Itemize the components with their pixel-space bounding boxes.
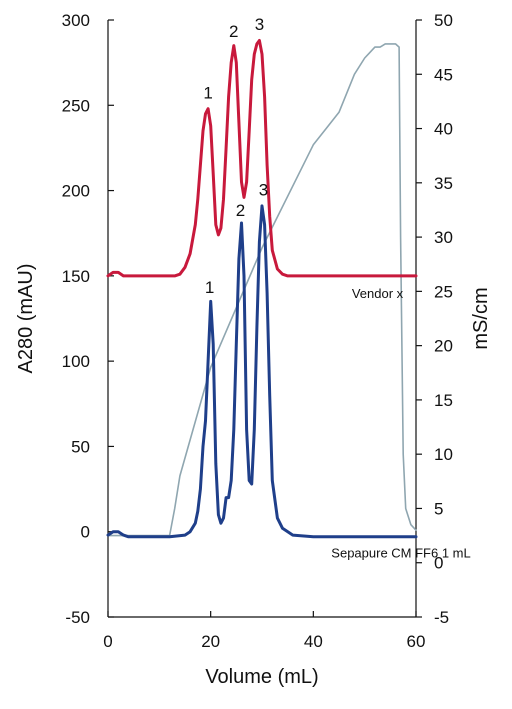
y-tick-label: 300 <box>62 11 90 30</box>
axes <box>107 20 417 618</box>
y2-tick-label: 45 <box>434 65 453 84</box>
peak-label: 2 <box>229 22 238 41</box>
x-tick-label: 60 <box>407 632 426 651</box>
y-tick-label: 150 <box>62 267 90 286</box>
series-line-0 <box>106 39 418 278</box>
x-tick-label: 40 <box>304 632 323 651</box>
y2-tick-label: 5 <box>434 499 443 518</box>
y2-tick-label: 25 <box>434 282 453 301</box>
y2-tick-label: 30 <box>434 228 453 247</box>
y-axis-title: A280 (mAU) <box>15 263 37 373</box>
y-tick-label: -50 <box>65 608 90 627</box>
y2-tick-label: 0 <box>434 554 443 573</box>
y-tick-label: 0 <box>81 523 90 542</box>
peak-label: 3 <box>259 181 268 200</box>
peak-label: 1 <box>203 83 212 102</box>
series-line-1 <box>106 204 418 539</box>
y2-tick-label: 35 <box>434 174 453 193</box>
y2-tick-label: 40 <box>434 120 453 139</box>
y2-tick-label: 20 <box>434 337 453 356</box>
peak-label: 2 <box>236 201 245 220</box>
y2-axis-title: mS/cm <box>470 287 492 349</box>
y2-tick-label: -5 <box>434 608 449 627</box>
ticks: -50050100150200250300-505101520253035404… <box>62 11 453 651</box>
y2-tick-label: 10 <box>434 445 453 464</box>
x-axis-title: Volume (mL) <box>205 666 318 688</box>
series-annotation: Vendor x <box>352 286 404 301</box>
y-tick-label: 100 <box>62 352 90 371</box>
y2-tick-label: 15 <box>434 391 453 410</box>
x-tick-label: 0 <box>103 632 112 651</box>
peak-label: 3 <box>255 15 264 34</box>
x-tick-label: 20 <box>201 632 220 651</box>
y-tick-label: 50 <box>71 437 90 456</box>
series-lines <box>106 39 418 539</box>
y-tick-label: 200 <box>62 182 90 201</box>
peak-label: 1 <box>205 278 214 297</box>
y-tick-label: 250 <box>62 96 90 115</box>
y2-tick-label: 50 <box>434 11 453 30</box>
series-annotation: Sepapure CM FF6 1 mL <box>331 545 470 560</box>
